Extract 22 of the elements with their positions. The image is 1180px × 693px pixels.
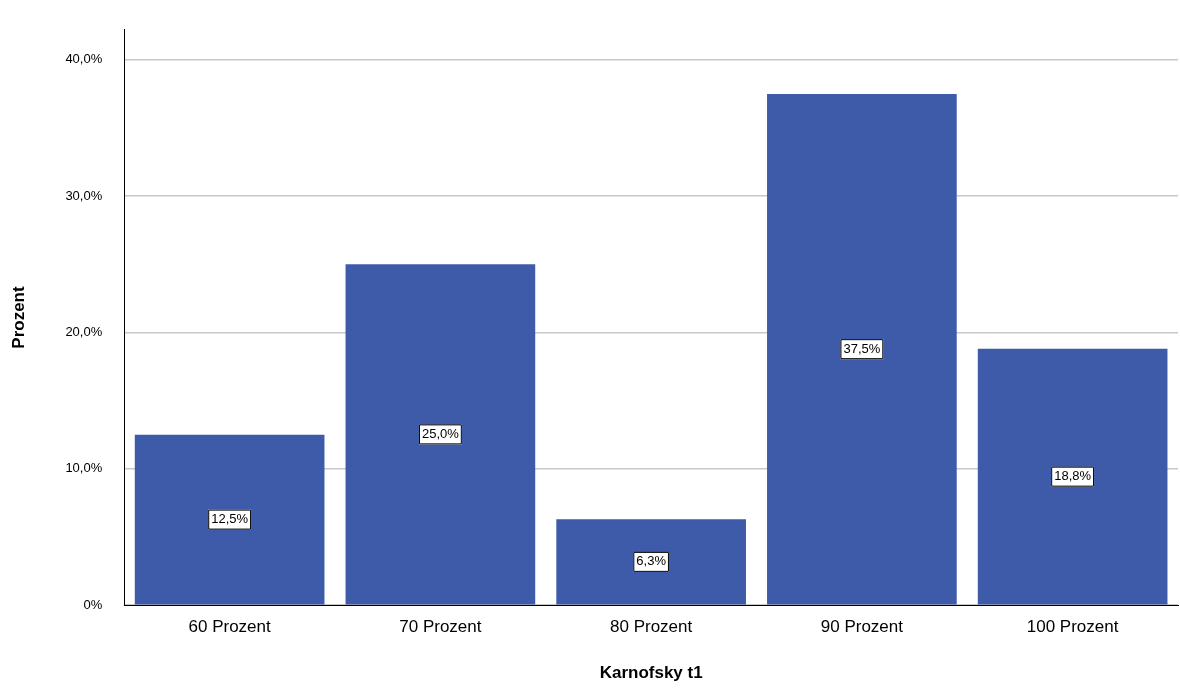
y-tick-label: 40,0% (65, 51, 103, 67)
data-label: 37,5% (843, 340, 881, 356)
y-tick-label: 0% (83, 596, 103, 612)
x-tick-label: 100 Prozent (1026, 617, 1119, 637)
x-tick-label: 60 Prozent (188, 617, 272, 637)
x-tick-label: 90 Prozent (820, 617, 904, 637)
data-label: 6,3% (636, 553, 667, 569)
bar (134, 434, 325, 605)
y-tick-label: 10,0% (65, 460, 103, 476)
bar (345, 264, 536, 605)
x-axis-title: Karnofsky t1 (599, 663, 703, 683)
y-tick-label: 20,0% (65, 324, 103, 340)
x-tick-label: 70 Prozent (399, 617, 482, 637)
x-tick-label: 80 Prozent (610, 617, 693, 637)
y-tick-label: 30,0% (65, 187, 103, 203)
data-label: 12,5% (211, 511, 249, 527)
bar (556, 519, 746, 605)
y-axis-title: Prozent (8, 285, 28, 349)
data-label: 25,0% (421, 425, 460, 441)
bar (767, 93, 957, 605)
bar (977, 348, 1168, 605)
data-label: 18,8% (1054, 468, 1092, 484)
